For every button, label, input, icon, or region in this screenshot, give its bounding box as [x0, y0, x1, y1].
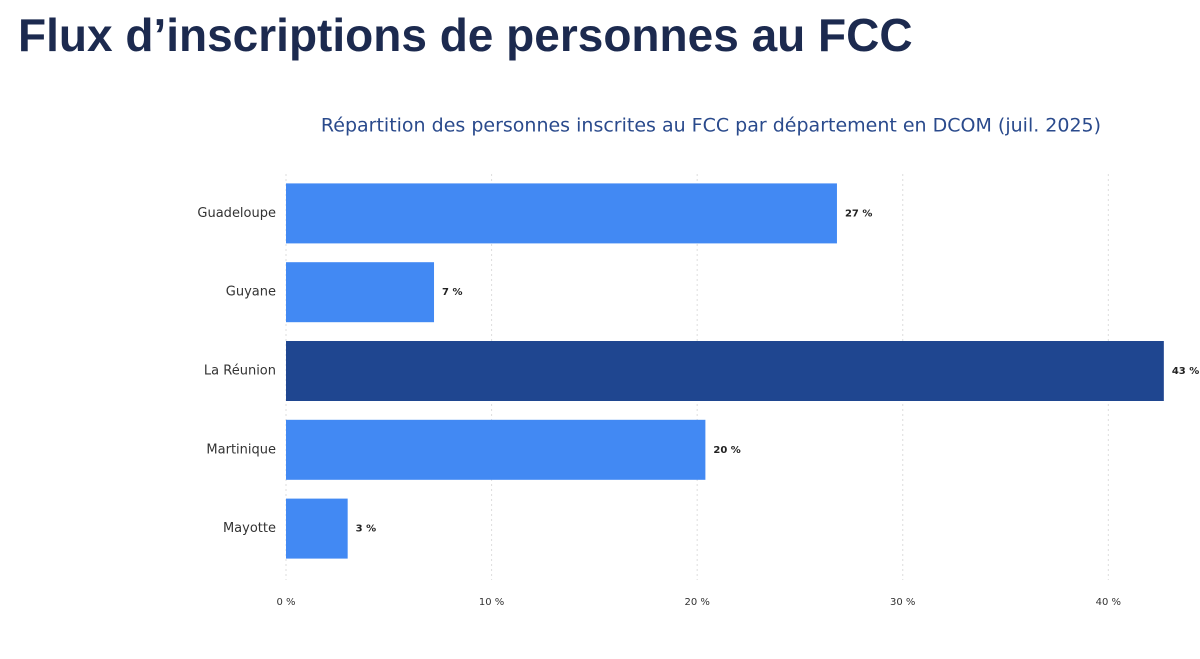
x-tick-label: 40 % — [1096, 597, 1121, 608]
data-label: 43 % — [1172, 366, 1199, 377]
data-label: 27 % — [845, 208, 872, 219]
slide-title: Flux d’inscriptions de personnes au FCC — [18, 9, 913, 61]
x-tick-label: 10 % — [479, 597, 504, 608]
y-tick-label: La Réunion — [204, 364, 276, 379]
y-tick-label: Martinique — [206, 442, 276, 457]
y-tick-label: Mayotte — [223, 521, 276, 536]
bar — [286, 419, 706, 480]
bar — [286, 262, 435, 323]
data-label: 3 % — [356, 524, 376, 535]
x-tick-label: 0 % — [276, 597, 295, 608]
bar — [286, 183, 837, 244]
chart-title: Répartition des personnes inscrites au F… — [321, 115, 1101, 137]
bar — [286, 498, 348, 559]
bar — [286, 341, 1164, 401]
x-tick-label: 20 % — [684, 597, 709, 608]
y-tick-label: Guadeloupe — [197, 206, 276, 221]
y-tick-label: Guyane — [226, 285, 276, 300]
data-label: 7 % — [442, 287, 462, 298]
x-tick-label: 30 % — [890, 597, 915, 608]
data-label: 20 % — [713, 445, 740, 456]
